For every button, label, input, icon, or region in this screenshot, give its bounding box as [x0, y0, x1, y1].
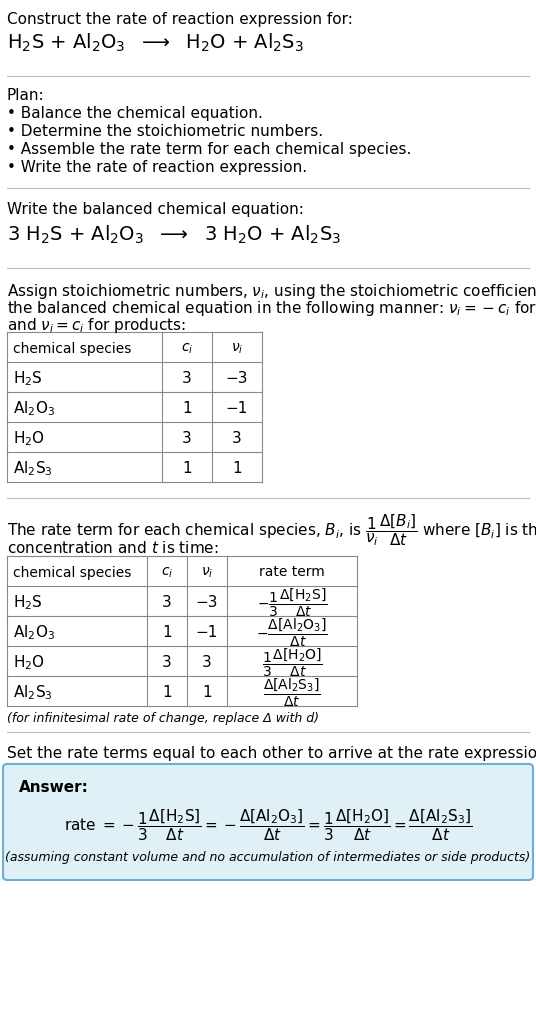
Text: • Write the rate of reaction expression.: • Write the rate of reaction expression. — [7, 160, 307, 175]
Text: 3: 3 — [182, 431, 192, 446]
Text: the balanced chemical equation in the following manner: $\nu_i = -c_i$ for react: the balanced chemical equation in the fo… — [7, 299, 536, 318]
Text: The rate term for each chemical species, $B_i$, is $\dfrac{1}{\nu_i}\dfrac{\Delt: The rate term for each chemical species,… — [7, 512, 536, 548]
Text: • Determine the stoichiometric numbers.: • Determine the stoichiometric numbers. — [7, 124, 323, 139]
Text: $\mathregular{H_2O}$: $\mathregular{H_2O}$ — [13, 429, 45, 448]
Text: Answer:: Answer: — [19, 780, 89, 795]
Text: 1: 1 — [202, 685, 212, 700]
Text: chemical species: chemical species — [13, 565, 131, 580]
Text: and $\nu_i = c_i$ for products:: and $\nu_i = c_i$ for products: — [7, 316, 186, 335]
Text: 1: 1 — [182, 461, 192, 476]
Text: • Balance the chemical equation.: • Balance the chemical equation. — [7, 106, 263, 121]
Text: 1: 1 — [162, 685, 172, 700]
Text: $\mathregular{H_2S}$: $\mathregular{H_2S}$ — [13, 593, 43, 612]
Text: $\mathregular{Al_2S_3}$: $\mathregular{Al_2S_3}$ — [13, 460, 53, 478]
Text: Assign stoichiometric numbers, $\nu_i$, using the stoichiometric coefficients, $: Assign stoichiometric numbers, $\nu_i$, … — [7, 282, 536, 301]
Text: $-\dfrac{\Delta[\mathregular{Al_2O_3}]}{\Delta t}$: $-\dfrac{\Delta[\mathregular{Al_2O_3}]}{… — [256, 617, 328, 649]
Text: $\nu_i$: $\nu_i$ — [201, 565, 213, 580]
Text: (assuming constant volume and no accumulation of intermediates or side products): (assuming constant volume and no accumul… — [5, 851, 531, 865]
Text: 1: 1 — [232, 461, 242, 476]
Text: Set the rate terms equal to each other to arrive at the rate expression:: Set the rate terms equal to each other t… — [7, 746, 536, 761]
Text: 3: 3 — [232, 431, 242, 446]
Text: chemical species: chemical species — [13, 341, 131, 356]
Text: $\nu_i$: $\nu_i$ — [231, 341, 243, 356]
Text: Construct the rate of reaction expression for:: Construct the rate of reaction expressio… — [7, 12, 353, 27]
Text: $-\dfrac{1}{3}\dfrac{\Delta[\mathregular{H_2S}]}{\Delta t}$: $-\dfrac{1}{3}\dfrac{\Delta[\mathregular… — [257, 586, 327, 619]
Text: $\mathregular{H_2S}$: $\mathregular{H_2S}$ — [13, 369, 43, 388]
Text: $\mathregular{Al_2S_3}$: $\mathregular{Al_2S_3}$ — [13, 684, 53, 702]
Text: $\mathregular{Al_2O_3}$: $\mathregular{Al_2O_3}$ — [13, 623, 55, 641]
Text: −1: −1 — [226, 401, 248, 416]
Text: (for infinitesimal rate of change, replace Δ with d): (for infinitesimal rate of change, repla… — [7, 712, 319, 725]
Text: 3: 3 — [162, 595, 172, 610]
Text: 3 $\mathregular{H_2S}$ + $\mathregular{Al_2O_3}$  $\longrightarrow$  3 $\mathreg: 3 $\mathregular{H_2S}$ + $\mathregular{A… — [7, 224, 341, 247]
Text: 3: 3 — [202, 655, 212, 670]
FancyBboxPatch shape — [3, 764, 533, 880]
Text: −3: −3 — [226, 371, 248, 386]
Text: $\mathregular{Al_2O_3}$: $\mathregular{Al_2O_3}$ — [13, 399, 55, 417]
Text: $c_i$: $c_i$ — [161, 565, 173, 580]
Text: $\dfrac{1}{3}\dfrac{\Delta[\mathregular{H_2O}]}{\Delta t}$: $\dfrac{1}{3}\dfrac{\Delta[\mathregular{… — [262, 647, 323, 678]
Text: 3: 3 — [162, 655, 172, 670]
Text: $\mathregular{H_2O}$: $\mathregular{H_2O}$ — [13, 653, 45, 672]
Text: $\mathregular{H_2S}$ + $\mathregular{Al_2O_3}$  $\longrightarrow$  $\mathregular: $\mathregular{H_2S}$ + $\mathregular{Al_… — [7, 32, 304, 54]
Text: 1: 1 — [162, 625, 172, 640]
Text: Write the balanced chemical equation:: Write the balanced chemical equation: — [7, 201, 304, 217]
Text: rate term: rate term — [259, 565, 325, 580]
Text: • Assemble the rate term for each chemical species.: • Assemble the rate term for each chemic… — [7, 142, 411, 157]
Text: rate $= -\dfrac{1}{3}\dfrac{\Delta[\mathregular{H_2S}]}{\Delta t}= -\dfrac{\Delt: rate $= -\dfrac{1}{3}\dfrac{\Delta[\math… — [64, 807, 472, 843]
Text: $c_i$: $c_i$ — [181, 341, 193, 356]
Text: −3: −3 — [196, 595, 218, 610]
Text: Plan:: Plan: — [7, 88, 44, 103]
Text: 1: 1 — [182, 401, 192, 416]
Text: concentration and $t$ is time:: concentration and $t$ is time: — [7, 540, 219, 556]
Text: −1: −1 — [196, 625, 218, 640]
Text: $\dfrac{\Delta[\mathregular{Al_2S_3}]}{\Delta t}$: $\dfrac{\Delta[\mathregular{Al_2S_3}]}{\… — [263, 676, 321, 708]
Text: 3: 3 — [182, 371, 192, 386]
